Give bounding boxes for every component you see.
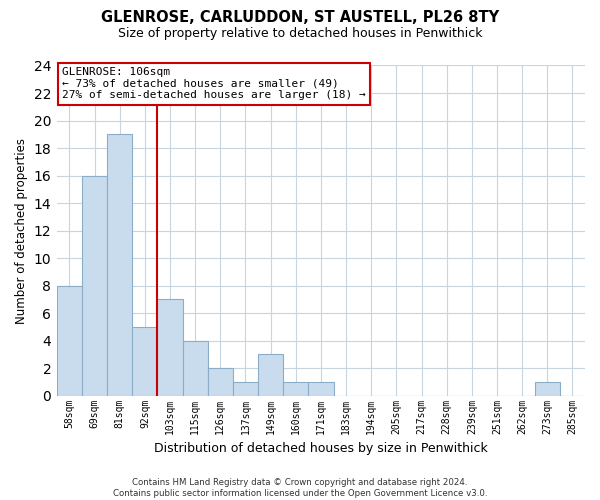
X-axis label: Distribution of detached houses by size in Penwithick: Distribution of detached houses by size … xyxy=(154,442,488,455)
Bar xyxy=(107,134,133,396)
Text: GLENROSE, CARLUDDON, ST AUSTELL, PL26 8TY: GLENROSE, CARLUDDON, ST AUSTELL, PL26 8T… xyxy=(101,10,499,25)
Bar xyxy=(308,382,334,396)
Bar xyxy=(133,327,157,396)
Bar xyxy=(157,300,182,396)
Bar xyxy=(258,354,283,396)
Bar xyxy=(535,382,560,396)
Bar xyxy=(57,286,82,396)
Bar xyxy=(82,176,107,396)
Text: Size of property relative to detached houses in Penwithick: Size of property relative to detached ho… xyxy=(118,28,482,40)
Bar xyxy=(283,382,308,396)
Y-axis label: Number of detached properties: Number of detached properties xyxy=(15,138,28,324)
Text: Contains HM Land Registry data © Crown copyright and database right 2024.
Contai: Contains HM Land Registry data © Crown c… xyxy=(113,478,487,498)
Bar xyxy=(233,382,258,396)
Bar xyxy=(182,340,208,396)
Text: GLENROSE: 106sqm
← 73% of detached houses are smaller (49)
27% of semi-detached : GLENROSE: 106sqm ← 73% of detached house… xyxy=(62,67,366,100)
Bar xyxy=(208,368,233,396)
